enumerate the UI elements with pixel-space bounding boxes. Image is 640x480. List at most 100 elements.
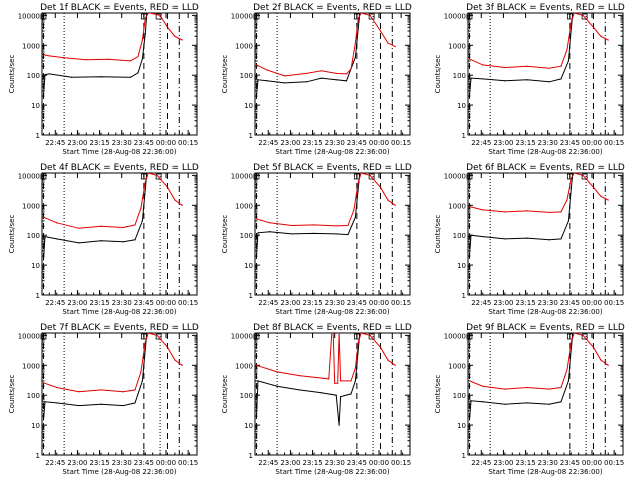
- events-point: [482, 235, 484, 238]
- x-axis-label: Start Time (28-Aug-08 22:36:00): [275, 148, 389, 156]
- lld-point: [255, 218, 258, 220]
- marker-box: [466, 13, 473, 20]
- y-tick-label: 100: [453, 392, 466, 400]
- lld-point: [48, 55, 50, 57]
- events-point: [572, 13, 574, 14]
- x-axis-label: Start Time (28-Aug-08 22:36:00): [275, 308, 389, 316]
- lld-point: [335, 225, 337, 227]
- lld-point: [394, 46, 396, 48]
- lld-point: [369, 174, 371, 176]
- lld-point: [526, 210, 528, 212]
- x-tick-label: 00:00: [582, 139, 602, 147]
- marker-box: [368, 173, 375, 180]
- x-axis-label: Start Time (28-Aug-08 22:36:00): [488, 148, 602, 156]
- lld-point: [570, 21, 572, 23]
- x-tick-label: 23:15: [302, 459, 322, 467]
- events-point: [335, 233, 337, 235]
- events-point: [548, 403, 550, 405]
- events-point: [359, 13, 361, 14]
- lld-point: [149, 13, 151, 14]
- y-tick-label: 10: [31, 262, 40, 270]
- lld-point: [560, 211, 562, 213]
- lld-point: [353, 209, 355, 211]
- y-tick-label: 1: [249, 132, 253, 140]
- lld-point: [298, 375, 300, 377]
- events-point: [122, 241, 124, 243]
- lld-point: [560, 65, 562, 67]
- y-tick-label: 10: [31, 102, 40, 110]
- x-tick-label: 22:45: [258, 139, 278, 147]
- events-point: [100, 403, 102, 405]
- events-point: [468, 95, 471, 97]
- x-tick-label: 23:00: [67, 459, 87, 467]
- events-point: [335, 394, 337, 396]
- y-tick-label: 10: [244, 102, 253, 110]
- events-point: [313, 232, 315, 234]
- x-tick-label: 00:00: [156, 459, 176, 467]
- lld-point: [85, 59, 87, 61]
- panel-det-3: Det 3f BLACK = Events, RED = LLD 1 10 100 10…: [434, 3, 625, 156]
- y-tick-label: 10000: [231, 172, 253, 180]
- events-point: [42, 95, 45, 97]
- y-tick-label: 1: [249, 292, 253, 300]
- x-tick-label: 23:30: [538, 139, 558, 147]
- events-point: [572, 173, 574, 174]
- x-tick-label: 23:15: [302, 139, 322, 147]
- lld-series-line: [43, 13, 183, 62]
- events-point: [100, 240, 102, 242]
- y-tick-label: 1000: [448, 202, 466, 210]
- marker-box: [40, 13, 47, 20]
- panel-title: Det 8f BLACK = Events, RED = LLD: [253, 323, 412, 333]
- lld-point: [369, 14, 371, 16]
- y-tick-label: 100: [240, 72, 253, 80]
- lld-point: [134, 224, 136, 226]
- x-tick-label: 23:15: [89, 299, 109, 307]
- x-tick-label: 23:30: [538, 459, 558, 467]
- lld-point: [468, 206, 471, 208]
- events-point: [320, 392, 323, 394]
- x-tick-label: 23:00: [493, 459, 513, 467]
- lld-point: [504, 66, 506, 69]
- events-point: [354, 216, 356, 218]
- lld-point: [607, 199, 609, 201]
- events-series-line: [469, 13, 574, 97]
- x-tick-label: 00:00: [369, 299, 389, 307]
- lld-point: [482, 385, 484, 387]
- x-tick-label: 22:45: [45, 139, 65, 147]
- events-point: [100, 76, 102, 78]
- events-point: [347, 233, 349, 236]
- lld-point: [129, 60, 132, 62]
- lld-point: [147, 173, 149, 174]
- plot-frame: [467, 12, 624, 136]
- series-group: [468, 13, 609, 97]
- lld-point: [331, 333, 333, 334]
- x-tick-label: 23:00: [280, 459, 300, 467]
- lld-point: [140, 207, 142, 209]
- x-tick-label: 23:15: [89, 139, 109, 147]
- lld-point: [387, 359, 389, 361]
- x-tick-label: 23:15: [515, 139, 535, 147]
- lld-point: [147, 13, 149, 14]
- lld-point: [78, 391, 80, 393]
- y-tick-label: 100: [240, 392, 253, 400]
- plot-frame: [41, 172, 198, 296]
- panel-title: Det 2f BLACK = Events, RED = LLD: [253, 3, 412, 13]
- x-tick-label: 00:15: [604, 299, 624, 307]
- plot-frame: [254, 172, 411, 296]
- events-series-line: [256, 173, 361, 257]
- panel-title: Det 7f BLACK = Events, RED = LLD: [40, 323, 199, 333]
- x-tick-label: 00:15: [178, 299, 198, 307]
- lld-point: [334, 382, 336, 384]
- lld-point: [570, 177, 572, 179]
- events-point: [526, 402, 528, 404]
- events-point: [470, 234, 472, 236]
- y-tick-label: 1: [249, 452, 253, 460]
- lld-point: [573, 173, 575, 174]
- x-axis-label: Start Time (28-Aug-08 22:36:00): [62, 308, 176, 316]
- x-tick-label: 23:15: [515, 299, 535, 307]
- x-tick-label: 22:45: [258, 299, 278, 307]
- events-point: [320, 77, 323, 79]
- y-tick-label: 1: [36, 292, 40, 300]
- lld-point: [63, 57, 65, 59]
